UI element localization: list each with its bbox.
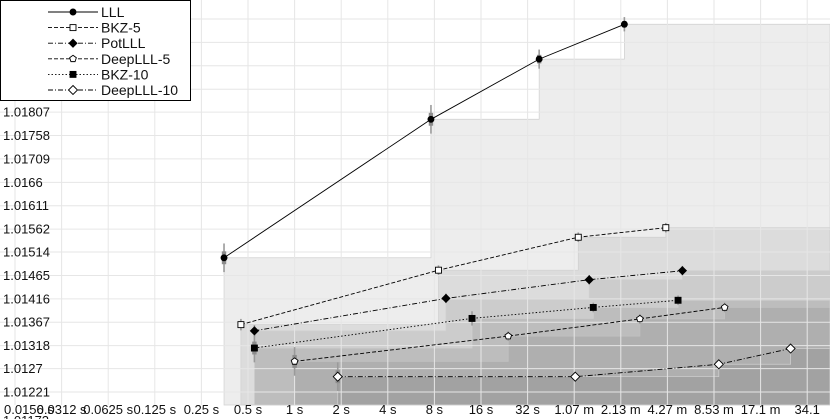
x-tick-label: 32 s [515, 402, 540, 417]
y-tick-label: 1.01221 [3, 384, 50, 399]
y-tick-label: 1.01416 [3, 291, 50, 306]
legend-marker [69, 70, 77, 78]
data-point [441, 293, 451, 304]
y-tick-label-cut: 1.01172 [3, 413, 49, 419]
legend-marker [69, 54, 77, 63]
y-tick-label: 1.01709 [3, 151, 50, 166]
legend-label: DeepLLL-10 [101, 82, 178, 98]
legend-item: DeepLLL-10 [48, 82, 178, 98]
x-tick-label: 17.1 m [741, 402, 781, 417]
y-tick-label: 1.01367 [3, 315, 50, 330]
x-tick-label: 2 s [333, 402, 351, 417]
legend-marker [67, 84, 79, 96]
y-tick-label: 1.01318 [3, 338, 50, 353]
y-tick-label: 1.01562 [3, 222, 50, 237]
legend-item: DeepLLL-5 [48, 51, 170, 67]
data-points [220, 20, 796, 382]
x-tick-label: 4.27 m [648, 402, 688, 417]
legend-label: BKZ-10 [101, 66, 149, 82]
legend-marker [69, 8, 77, 16]
legend-marker [69, 24, 77, 32]
y-tick-label: 1.0127 [3, 361, 43, 376]
data-point [504, 332, 513, 340]
series-line-potlll [254, 270, 683, 332]
x-tick-label: 2.13 m [601, 402, 641, 417]
x-tick-label: 8 s [426, 402, 444, 417]
x-axis-ticks: 0.0156 s0.0312 s0.0625 s 0.125 s 0.25 s 0.5… [4, 402, 820, 417]
data-point [332, 371, 343, 382]
y-tick-label: 1.01758 [3, 128, 50, 143]
series-lines [223, 23, 791, 378]
legend-label: DeepLLL-5 [101, 51, 170, 67]
legend-label: PotLLL [101, 35, 146, 51]
x-tick-label: 0.25 s [184, 402, 220, 417]
data-point [636, 314, 644, 323]
legend-item: LLL [48, 4, 125, 20]
legend-box [0, 0, 191, 101]
data-point [249, 326, 260, 336]
x-tick-label: 0.0312 s [37, 402, 87, 417]
legend-item: PotLLL [48, 35, 146, 51]
data-point [535, 55, 543, 63]
data-point [589, 303, 597, 311]
data-point [427, 115, 435, 123]
series-line-bkz-5 [240, 227, 666, 326]
data-point [677, 266, 688, 276]
data-point [237, 321, 245, 329]
x-tick-label: 0.0156 s [4, 402, 54, 417]
legend-label: LLL [101, 4, 125, 20]
data-point [620, 20, 628, 28]
legend-label: BKZ-5 [101, 20, 141, 36]
data-point [468, 314, 476, 322]
y-tick-label: 1.01807 [3, 105, 50, 120]
x-tick-label: 0.125 s [133, 402, 176, 417]
data-point [713, 359, 724, 370]
legend-item: BKZ-10 [48, 66, 149, 82]
x-tick-label: 0.5 s [234, 402, 263, 417]
y-tick-label: 1.01514 [3, 245, 50, 260]
legend-item: BKZ-5 [48, 20, 141, 36]
attainment-regions [223, 23, 830, 406]
data-point [220, 254, 228, 262]
data-point [662, 224, 670, 232]
y-tick-label: 1.01611 [3, 198, 49, 213]
x-tick-label: 8.53 m [694, 402, 734, 417]
data-point [435, 266, 442, 274]
x-tick-label: 16 s [469, 402, 494, 417]
x-tick-label: 34.1 [795, 402, 820, 417]
data-point [574, 233, 582, 241]
data-point [290, 357, 299, 365]
y-tick-label: 1.01465 [3, 268, 50, 283]
x-tick-label: 1.07 m [554, 402, 594, 417]
series-line-deeplll-5 [294, 306, 725, 362]
series-line-lll [223, 23, 625, 259]
x-tick-label: 0.0625 s [83, 402, 133, 417]
y-tick-label: 1.0166 [3, 175, 43, 190]
data-point [584, 275, 594, 285]
x-tick-label: 4 s [379, 402, 397, 417]
series-line-bkz-10 [254, 299, 679, 349]
data-point [250, 344, 258, 352]
legend-marker [68, 38, 78, 48]
data-point [720, 303, 729, 311]
x-tick-label: 1 s [286, 402, 304, 417]
data-point [785, 343, 796, 354]
attainment-region [337, 348, 830, 406]
data-point [570, 371, 581, 382]
data-point [674, 296, 682, 304]
